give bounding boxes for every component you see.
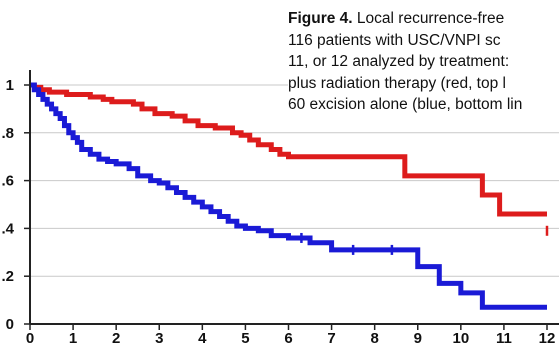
caption-line-1: Figure 4. Local recurrence-free bbox=[288, 8, 559, 30]
x-tick-label: 12 bbox=[539, 330, 556, 345]
y-tick-label: .8 bbox=[1, 125, 14, 142]
y-tick-label: 0 bbox=[6, 316, 14, 333]
y-tick-label: .6 bbox=[1, 173, 14, 190]
caption-line-5: 60 excision alone (blue, bottom lin bbox=[288, 94, 559, 116]
caption-label: Figure 4. bbox=[288, 10, 353, 27]
survival-curve-blue bbox=[30, 85, 547, 307]
x-tick-label: 9 bbox=[414, 330, 422, 345]
x-tick-label: 2 bbox=[112, 330, 120, 345]
y-axis-ticks: 0 .2 .4 .6 .8 1 bbox=[1, 77, 14, 333]
series-layer bbox=[30, 85, 547, 307]
x-tick-label: 0 bbox=[26, 330, 34, 345]
x-tick-label: 10 bbox=[452, 330, 469, 345]
caption-line-3: 11, or 12 analyzed by treatment: bbox=[288, 51, 559, 73]
caption-line-4: plus radiation therapy (red, top l bbox=[288, 73, 559, 95]
x-tick-label: 4 bbox=[198, 330, 207, 345]
x-tick-label: 5 bbox=[241, 330, 249, 345]
y-tick-label: .2 bbox=[1, 268, 14, 285]
figure-caption: Figure 4. Local recurrence-free 116 pati… bbox=[288, 8, 559, 116]
caption-text-1: Local recurrence-free bbox=[357, 10, 504, 27]
x-tick-label: 3 bbox=[155, 330, 163, 345]
x-axis-ticks: 0 1 2 3 4 5 6 7 8 9 10 11 12 bbox=[26, 330, 556, 345]
y-tick-label: 1 bbox=[6, 77, 14, 94]
x-tick-label: 11 bbox=[496, 330, 512, 345]
x-tick-label: 8 bbox=[370, 330, 378, 345]
caption-line-2: 116 patients with USC/VNPI sc bbox=[288, 30, 559, 52]
x-tick-label: 7 bbox=[327, 330, 335, 345]
x-tick-label: 6 bbox=[284, 330, 292, 345]
y-tick-label: .4 bbox=[1, 220, 14, 237]
x-tick-label: 1 bbox=[69, 330, 77, 345]
